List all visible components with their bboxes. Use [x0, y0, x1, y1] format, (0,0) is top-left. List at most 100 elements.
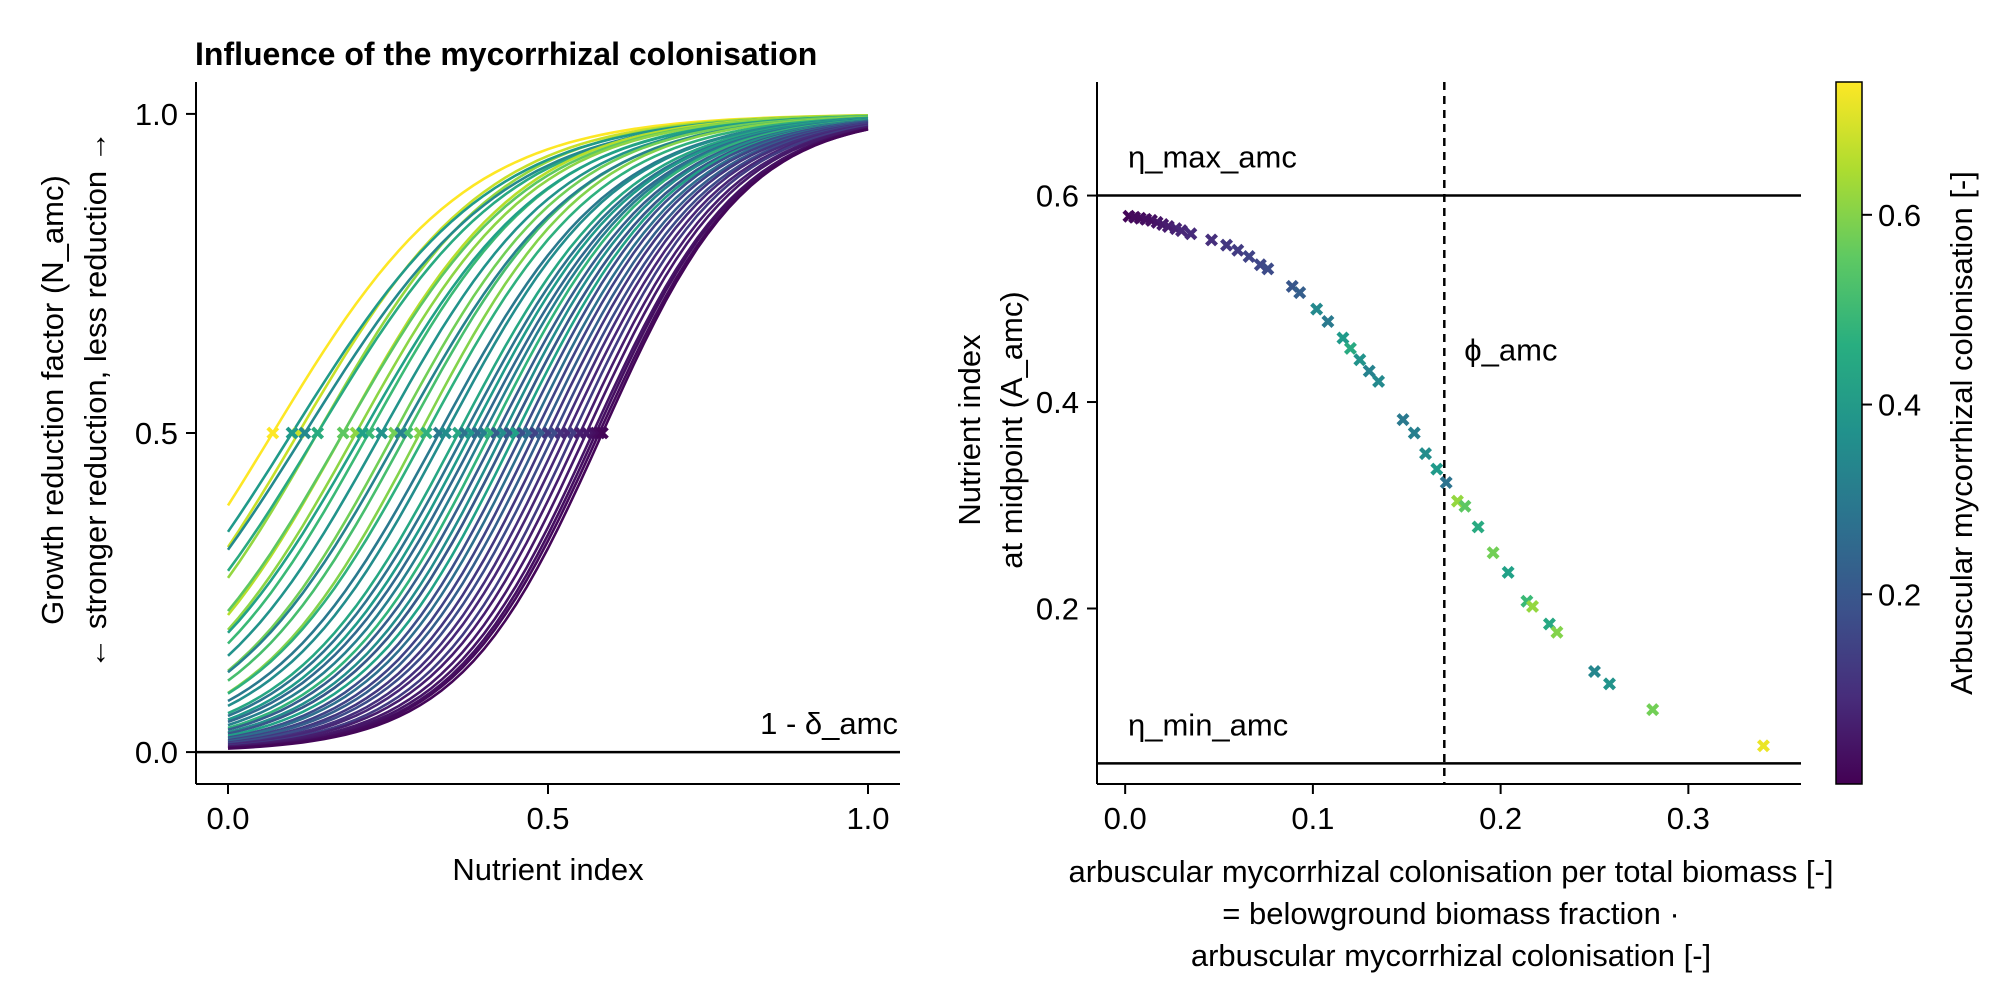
reduction-curve [227, 122, 869, 745]
panel-a-title: Influence of the mycorrhizal colonisatio… [195, 36, 817, 72]
phi-label: ϕ_amc [1464, 332, 1557, 367]
scatter-point [1407, 426, 1421, 440]
scatter-point [1603, 677, 1616, 691]
y-tick-label: 0.6 [1036, 179, 1079, 214]
midpoint-marker [419, 426, 433, 440]
panel-a-ticks: 0.0 0.5 1.0 0.0 0.5 1.0 [135, 97, 890, 836]
reduction-curve [227, 119, 869, 735]
scatter-point [1471, 520, 1485, 534]
x-tick-label: 0.0 [1104, 801, 1147, 836]
y-tick-label: 0.2 [1036, 592, 1079, 627]
reduction-curve [227, 125, 869, 748]
panel-a-x-label: Nutrient index [452, 852, 644, 887]
reduction-curve [227, 127, 869, 750]
eta-max-label: η_max_amc [1128, 140, 1297, 175]
reduction-curve [227, 114, 869, 631]
midpoint-marker [375, 426, 389, 440]
reduction-curve [227, 115, 869, 672]
scatter-point [1396, 413, 1410, 427]
colorbar: 0.2 0.4 0.6 Arbuscular mycorrhizal colonis… [1835, 81, 1979, 785]
scatter-point [1261, 262, 1275, 276]
reduction-curve [227, 116, 869, 695]
panel-b-y-label-line1: Nutrient index [952, 334, 987, 526]
reduction-curve [227, 117, 869, 708]
scatter-point [1293, 286, 1307, 300]
scatter-point [1174, 224, 1188, 238]
midpoint-marker [266, 426, 280, 440]
reduction-curve [227, 121, 869, 742]
reduction-curve [227, 124, 869, 747]
colorbar-gradient [1835, 81, 1863, 785]
reduction-curve [227, 123, 869, 746]
scatter-point [1220, 238, 1234, 252]
delta-hline-label: 1 - δ_amc [760, 706, 898, 741]
scatter-point [1486, 546, 1500, 560]
scatter-point [1242, 249, 1256, 263]
reduction-curve [227, 121, 869, 743]
scatter-point [1550, 625, 1564, 639]
scatter-point [1372, 374, 1386, 388]
colorbar-label: Arbuscular mycorrhizal colonisation [-] [1944, 171, 1979, 695]
scatter-point [1588, 664, 1601, 678]
reduction-curve [227, 126, 869, 749]
scatter-point [1184, 227, 1198, 241]
panel-growth-reduction: Influence of the mycorrhizal colonisatio… [35, 36, 900, 887]
colorbar-tick-label: 0.4 [1878, 388, 1921, 423]
scatter-point [1362, 364, 1376, 378]
midpoint-marker [394, 426, 408, 440]
reduction-curve [227, 118, 869, 730]
midpoint-marker-group [266, 426, 609, 440]
scatter-point [1439, 476, 1453, 490]
reduction-curve [227, 128, 869, 750]
reduction-curve [227, 119, 869, 734]
reduction-curve [227, 120, 869, 741]
eta-min-label: η_min_amc [1128, 707, 1288, 742]
reduction-curve [227, 115, 869, 694]
reduction-curve [227, 127, 869, 749]
curve-group [226, 114, 869, 750]
scatter-point [1430, 462, 1444, 476]
x-tick-label: 0.0 [206, 801, 249, 836]
panel-b-x-label-line1: arbuscular mycorrhizal colonisation per … [1069, 854, 1834, 889]
colorbar-ticks: 0.2 0.4 0.6 [1862, 198, 1921, 612]
scatter-point [1253, 258, 1267, 272]
scatter-point-group [1122, 209, 1770, 753]
scatter-point [1501, 565, 1515, 579]
scatter-point [1343, 341, 1357, 355]
x-tick-label: 0.1 [1291, 801, 1334, 836]
panel-a-y-label-line1: Growth reduction factor (N_amc) [35, 175, 70, 625]
midpoint-marker [311, 426, 325, 440]
scatter-point [1458, 499, 1472, 513]
scatter-point [1646, 703, 1660, 717]
x-tick-label: 0.2 [1479, 801, 1522, 836]
midpoint-marker [439, 426, 453, 440]
scatter-point [1526, 599, 1540, 613]
scatter-point [1756, 739, 1770, 753]
panel-b-x-label-line3: arbuscular mycorrhizal colonisation [-] [1191, 938, 1711, 973]
colorbar-tick-label: 0.6 [1878, 198, 1921, 233]
y-tick-label: 0.0 [135, 735, 178, 770]
reduction-curve [227, 119, 869, 732]
scatter-point [1419, 447, 1433, 461]
midpoint-marker [595, 426, 609, 440]
panel-b-y-label-line2: at midpoint (A_amc) [994, 291, 1029, 568]
panel-midpoint-scatter: η_max_amc η_min_amc ϕ_amc 0.0 0.1 0.2 0.3 0.… [952, 82, 1833, 973]
reduction-curve [227, 124, 869, 748]
x-tick-label: 0.3 [1667, 801, 1710, 836]
midpoint-marker [355, 426, 369, 440]
scatter-point [1336, 331, 1350, 345]
midpoint-marker [336, 426, 350, 440]
colorbar-tick-label: 0.2 [1878, 577, 1921, 612]
y-tick-label: 0.5 [135, 416, 178, 451]
y-tick-label: 1.0 [135, 97, 178, 132]
reduction-curve [227, 128, 869, 750]
reduction-curve [227, 118, 869, 721]
midpoint-marker [592, 426, 606, 440]
scatter-point [1353, 353, 1367, 367]
x-tick-label: 0.5 [526, 801, 569, 836]
reduction-curve [227, 120, 869, 739]
panel-a-y-label-line2: ← stronger reduction, less reduction → [78, 131, 113, 669]
scatter-point [1310, 302, 1324, 316]
panel-b-x-label-line2: = belowground biomass fraction · [1222, 896, 1680, 931]
